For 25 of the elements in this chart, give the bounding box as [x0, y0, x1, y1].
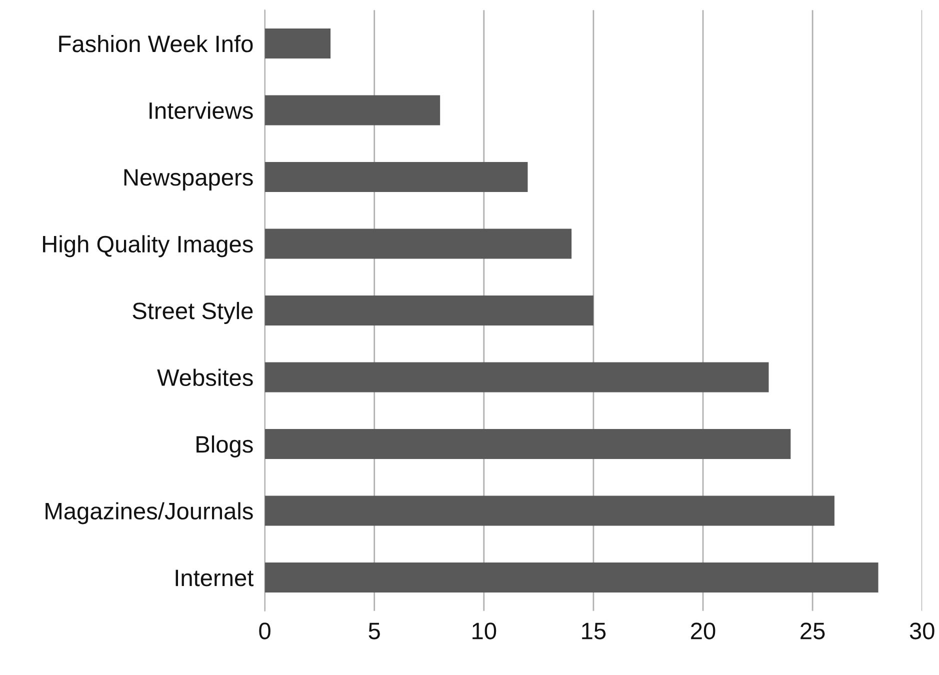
- x-tick-label: 15: [582, 622, 606, 640]
- bar: [264, 28, 331, 59]
- y-tick-label: Fashion Week Info: [59, 34, 253, 52]
- bar: [264, 562, 878, 593]
- x-tick-label: 20: [691, 622, 716, 640]
- y-tick-label: High Quality Images: [43, 235, 253, 258]
- y-tick-label: Magazines/Journals: [46, 502, 253, 524]
- y-tick-label: Interviews: [150, 102, 253, 120]
- y-tick-label: Internet: [176, 570, 254, 586]
- bar: [264, 428, 791, 460]
- x-tick-label: 30: [910, 622, 934, 640]
- y-tick-label: Street Style: [132, 302, 253, 324]
- bar: [264, 295, 594, 326]
- x-tick-label: 25: [800, 622, 825, 640]
- y-tick-label: Blogs: [196, 435, 253, 458]
- y-tick-label: Newspapers: [124, 169, 253, 190]
- bar: [264, 496, 834, 526]
- bar: [264, 228, 572, 259]
- x-tick-label: 5: [368, 622, 380, 640]
- y-tick-label: Websites: [157, 368, 253, 386]
- x-tick-label: 0: [259, 622, 270, 640]
- bar: [264, 162, 528, 192]
- bar: [264, 95, 440, 126]
- x-tick-label: 10: [472, 622, 496, 640]
- bar: [264, 362, 769, 392]
